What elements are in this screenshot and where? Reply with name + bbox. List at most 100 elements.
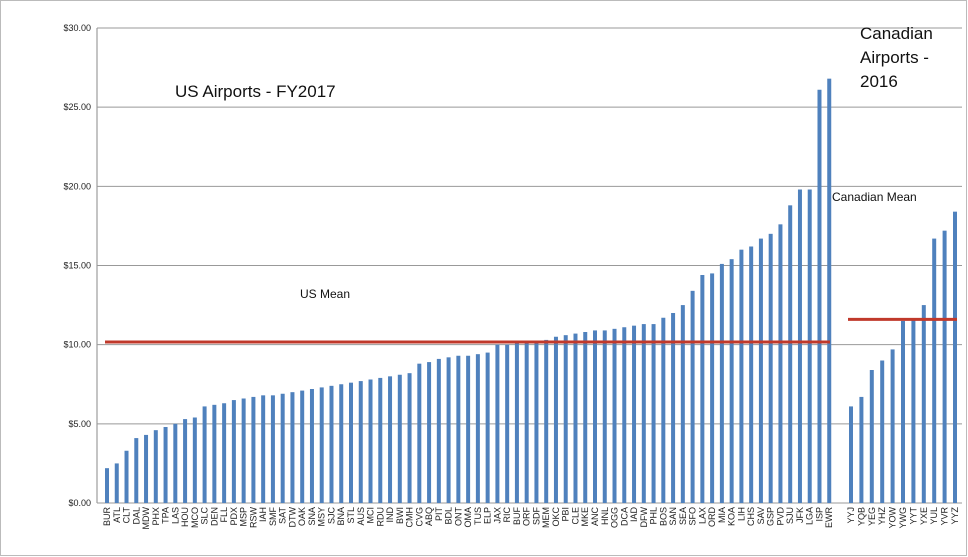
bar	[778, 224, 783, 504]
bar	[612, 328, 617, 503]
bar	[456, 355, 461, 503]
x-tick-label: YXE	[919, 507, 929, 525]
bar	[661, 317, 666, 503]
x-tick-label: JFK	[795, 507, 805, 523]
x-tick-label: RDU	[375, 507, 385, 527]
x-tick-label: MCI	[366, 507, 376, 524]
x-tick-label: SNA	[307, 507, 317, 526]
x-tick-label: JAX	[492, 507, 502, 524]
bar	[573, 333, 578, 503]
x-tick-label: YYT	[908, 507, 918, 525]
x-tick-label: LGA	[805, 507, 815, 525]
bar	[932, 238, 937, 504]
x-tick-label: CMH	[405, 507, 415, 528]
bar	[397, 374, 402, 503]
x-tick-label: LAS	[170, 507, 180, 524]
x-tick-label: STL	[346, 507, 356, 524]
bar	[632, 325, 637, 503]
bar	[583, 332, 588, 503]
bar	[827, 78, 832, 504]
bar	[358, 381, 363, 503]
x-tick-label: YEG	[867, 507, 877, 526]
x-tick-label: DCA	[619, 507, 629, 526]
x-tick-label: MSY	[317, 507, 327, 527]
x-tick-label: ATL	[112, 507, 122, 523]
x-tick-label: DFW	[639, 507, 649, 528]
x-tick-label: SAV	[756, 507, 766, 524]
bar	[163, 427, 168, 503]
x-tick-label: CLE	[570, 507, 580, 525]
bar	[485, 352, 490, 503]
bar	[466, 355, 471, 503]
x-tick-label: EWR	[824, 507, 834, 528]
bar	[114, 463, 119, 503]
x-tick-label: ANC	[590, 507, 600, 527]
bar	[514, 343, 519, 503]
bar	[134, 438, 139, 503]
x-tick-label: ELP	[483, 507, 493, 524]
bar	[427, 362, 432, 503]
x-tick-label: HOU	[180, 507, 190, 527]
bar	[534, 341, 539, 503]
y-tick-label: $20.00	[63, 181, 91, 191]
bar	[680, 305, 685, 503]
us-title: US Airports - FY2017	[175, 82, 336, 101]
x-tick-label: SMF	[268, 507, 278, 527]
bar	[222, 403, 227, 503]
x-tick-label: MEM	[541, 507, 551, 528]
x-tick-label: YUL	[929, 507, 939, 525]
x-tick-label: ORD	[707, 507, 717, 528]
x-tick-label: SFO	[688, 507, 698, 526]
x-tick-label: LAX	[697, 507, 707, 524]
bar	[544, 339, 549, 503]
x-tick-label: PDX	[229, 507, 239, 526]
x-tick-label: HNL	[600, 507, 610, 525]
x-tick-label: SAT	[278, 507, 288, 524]
x-tick-label: ABQ	[424, 507, 434, 526]
x-tick-label: DEN	[209, 507, 219, 526]
x-tick-label: BDL	[444, 507, 454, 525]
bar	[690, 290, 695, 503]
bar	[446, 357, 451, 503]
bar	[921, 305, 926, 503]
x-tick-label: LIH	[736, 507, 746, 521]
bar	[953, 211, 957, 503]
x-tick-label: PBI	[561, 507, 571, 522]
bar	[719, 263, 724, 503]
canada-mean-label: Canadian Mean	[832, 190, 917, 204]
x-tick-label: MDW	[141, 507, 151, 530]
x-tick-label: MIA	[717, 507, 727, 523]
y-tick-label: $5.00	[68, 419, 91, 429]
x-tick-label: ORF	[522, 507, 532, 527]
bar	[797, 189, 802, 503]
y-tick-label: $15.00	[63, 261, 91, 271]
bar	[144, 434, 149, 503]
bar	[505, 344, 510, 503]
bar	[651, 324, 656, 503]
y-tick-label: $30.00	[63, 23, 91, 33]
bar	[671, 313, 676, 503]
y-tick-label: $10.00	[63, 340, 91, 350]
bar	[280, 393, 285, 503]
bar	[553, 336, 558, 503]
bar	[911, 319, 916, 503]
bar	[349, 382, 353, 503]
x-tick-label: PHX	[151, 507, 161, 526]
x-tick-label: FLL	[219, 507, 229, 523]
x-tick-label: MSP	[239, 507, 249, 527]
bar	[758, 238, 763, 504]
bar	[183, 419, 188, 503]
x-tick-label: YOW	[888, 506, 898, 528]
x-tick-label: YQB	[856, 507, 866, 526]
x-tick-label: YVR	[940, 507, 950, 526]
x-tick-label: DAL	[131, 507, 141, 525]
x-tick-label: PVD	[775, 507, 785, 526]
bar	[436, 358, 441, 503]
x-tick-label: CVG	[414, 507, 424, 527]
x-tick-label: YYJ	[846, 507, 856, 524]
bar	[700, 275, 705, 503]
bar	[563, 335, 568, 503]
x-tick-label: RIC	[502, 507, 512, 523]
